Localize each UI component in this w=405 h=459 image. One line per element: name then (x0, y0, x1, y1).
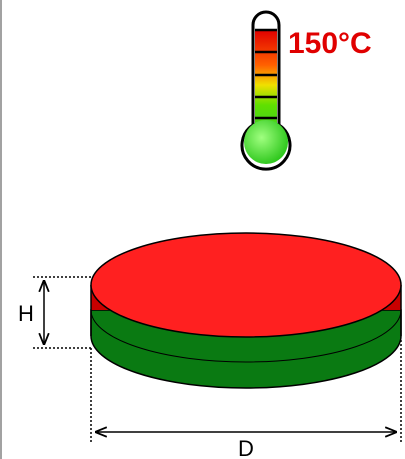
thermometer (240, 10, 292, 171)
diameter-label: D (238, 436, 254, 459)
temperature-label: 150°C (288, 27, 372, 60)
disc (90, 232, 402, 389)
height-label: H (18, 301, 34, 326)
guides (33, 276, 402, 442)
